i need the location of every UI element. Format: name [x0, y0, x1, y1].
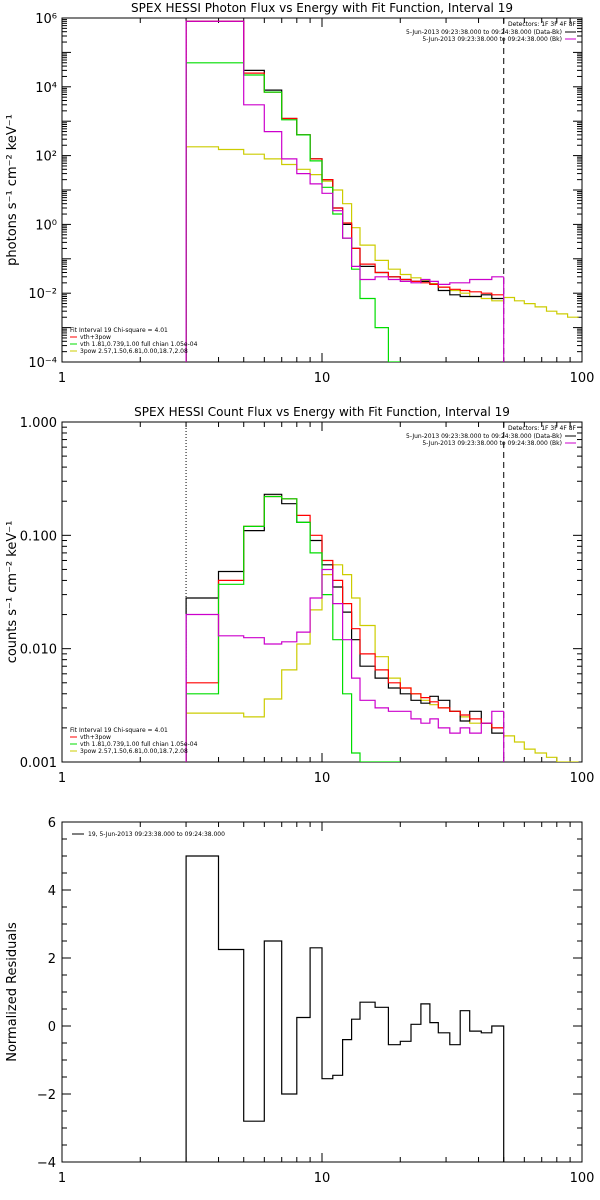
- y-tick-label: 0.100: [20, 529, 57, 544]
- y-tick-label: 0.010: [20, 643, 57, 658]
- time-legend-text: 5-Jun-2013 09:23:38.000 to 09:24:38.000 …: [406, 29, 562, 36]
- y-tick-label: 10⁻²: [28, 287, 57, 302]
- x-tick-label: 10: [314, 371, 331, 386]
- y-tick-label: 10²: [35, 150, 57, 165]
- chart-title: SPEX HESSI Count Flux vs Energy with Fit…: [134, 405, 510, 419]
- series-line: [185, 495, 401, 762]
- series-line: [185, 20, 504, 362]
- series-line: [185, 495, 504, 762]
- plot-area-0: [185, 18, 579, 362]
- y-axis-label: Normalized Residuals: [5, 922, 20, 1062]
- y-tick-label: 1.000: [20, 416, 57, 431]
- chart-title: SPEX HESSI Photon Flux vs Energy with Fi…: [131, 1, 513, 15]
- time-legend-text: 5-Jun-2013 09:23:38.000 to 09:24:38.000 …: [406, 433, 562, 440]
- series-line: [185, 146, 504, 362]
- x-tick-label: 100: [570, 771, 595, 786]
- x-tick-label: 10: [314, 771, 331, 786]
- fit-legend-text: Fit Interval 19 Chi-square = 4.01: [70, 327, 168, 334]
- fit-legend-text: vth+3pow: [80, 734, 111, 741]
- residuals-legend-text: 19, 5-Jun-2013 09:23:38.000 to 09:24:38.…: [88, 831, 225, 838]
- time-legend-text: 5-Jun-2013 09:23:38.000 to 09:24:38.000 …: [422, 36, 562, 43]
- y-tick-label: 0: [48, 1020, 56, 1035]
- y-tick-label: 4: [48, 884, 56, 899]
- y-axis-label: photons s⁻¹ cm⁻² keV⁻¹: [5, 114, 20, 266]
- fit-legend-text: vth+3pow: [80, 334, 111, 341]
- fit-legend-text: vth 1.81,0.739,1.00 full chian 1.05e-04: [80, 341, 198, 348]
- time-legend-text: 5-Jun-2013 09:23:38.000 to 09:24:38.000 …: [422, 440, 562, 447]
- y-tick-label: 10⁰: [35, 218, 57, 233]
- y-tick-label: −4: [37, 1156, 56, 1171]
- series-line: [185, 20, 504, 362]
- series-line: [185, 568, 504, 762]
- series-line: [185, 564, 504, 762]
- x-tick-label: 1: [58, 371, 66, 386]
- y-tick-label: 10⁶: [35, 12, 57, 27]
- fit-legend-text: vth 1.81,0.739,1.00 full chian 1.05e-04: [80, 741, 198, 748]
- y-tick-label: 2: [48, 952, 56, 967]
- model-tail-line: [503, 735, 579, 762]
- y-tick-label: 0.001: [20, 756, 57, 771]
- plot-area-1: [185, 422, 579, 762]
- series-line: [185, 62, 401, 362]
- y-tick-label: −2: [37, 1088, 56, 1103]
- detectors-label: Detectors: 1F 3F 4F 8F: [508, 21, 577, 28]
- model-tail-line: [503, 296, 579, 318]
- x-tick-label: 1: [58, 771, 66, 786]
- fit-legend-text: Fit Interval 19 Chi-square = 4.01: [70, 727, 168, 734]
- series-line: [185, 20, 504, 362]
- x-tick-label: 100: [570, 371, 595, 386]
- y-axis-label: counts s⁻¹ cm⁻² keV⁻¹: [5, 521, 20, 664]
- detectors-label: Detectors: 1F 3F 4F 8F: [508, 425, 577, 432]
- residuals-line: [185, 855, 505, 1162]
- y-tick-label: 6: [48, 816, 56, 831]
- series-line: [185, 493, 504, 762]
- y-tick-label: 10⁻⁴: [28, 356, 57, 371]
- x-tick-label: 10: [314, 1171, 331, 1186]
- fit-legend-text: 3pow 2.57,1.50,6.81,0.00,18.7,2.08: [80, 348, 188, 355]
- y-tick-label: 10⁴: [35, 81, 57, 96]
- x-tick-label: 100: [570, 1171, 595, 1186]
- x-tick-label: 1: [58, 1171, 66, 1186]
- fit-legend-text: 3pow 2.57,1.50,6.81,0.00,18.7,2.08: [80, 748, 188, 755]
